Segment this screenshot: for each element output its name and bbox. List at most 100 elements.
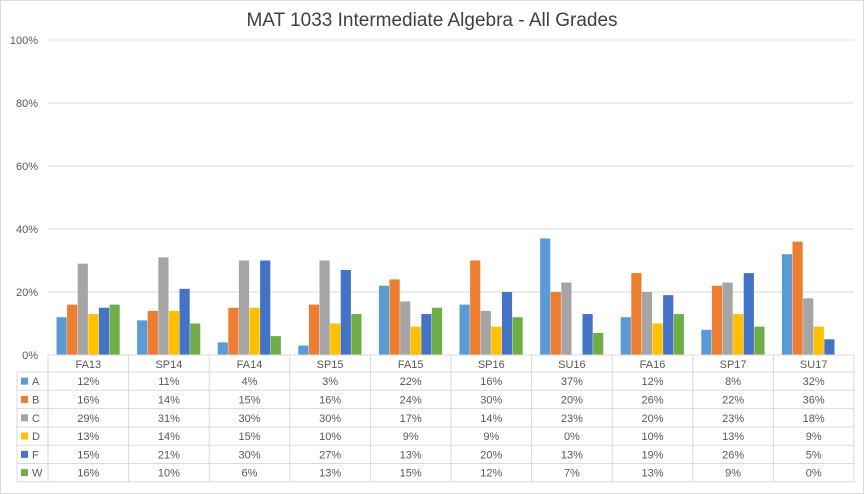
legend-label: C <box>32 413 40 425</box>
data-label: 21% <box>158 449 180 461</box>
data-label: 32% <box>803 376 825 388</box>
data-label: 15% <box>238 431 260 443</box>
data-label: 7% <box>564 468 580 480</box>
bar-a <box>781 254 793 355</box>
category-label: FA13 <box>75 359 101 371</box>
bar-c <box>238 260 250 355</box>
bar-d <box>813 326 824 355</box>
y-tick-label: 0% <box>22 350 38 362</box>
bar-d <box>652 323 663 355</box>
data-label: 5% <box>806 449 822 461</box>
bar-d <box>330 323 341 355</box>
bar-w <box>109 304 120 355</box>
bar-f <box>421 314 432 355</box>
data-label: 16% <box>319 394 341 406</box>
bar-w <box>754 326 765 355</box>
bar-a <box>378 285 390 355</box>
category-label: SU17 <box>800 359 828 371</box>
data-label: 20% <box>561 394 583 406</box>
bar-c <box>561 282 572 355</box>
legend-label: W <box>32 468 43 480</box>
data-label: 12% <box>480 468 502 480</box>
data-label: 14% <box>158 394 180 406</box>
bar-f <box>98 307 110 355</box>
data-label: 16% <box>77 468 99 480</box>
bar-b <box>550 292 561 355</box>
bar-a <box>620 317 631 355</box>
legend-key-d <box>21 432 28 440</box>
bar-d <box>168 310 180 355</box>
bar-b <box>470 260 481 355</box>
bar-d <box>491 326 502 355</box>
bar-f <box>501 292 513 355</box>
bar-w <box>673 314 684 355</box>
bar-c <box>480 310 491 355</box>
data-label: 31% <box>158 413 180 425</box>
bar-f <box>824 339 835 355</box>
y-tick-label: 40% <box>16 224 38 236</box>
data-label: 15% <box>238 394 260 406</box>
bar-f <box>340 269 351 355</box>
data-label: 27% <box>319 449 341 461</box>
legend-key-c <box>21 414 28 422</box>
bar-a <box>56 317 67 355</box>
data-label: 11% <box>158 376 179 388</box>
bar-a <box>459 304 470 355</box>
data-label: 13% <box>77 431 99 443</box>
category-label: SP16 <box>478 359 505 371</box>
data-label: 10% <box>158 468 180 480</box>
data-label: 13% <box>722 431 744 443</box>
data-label: 24% <box>400 394 422 406</box>
bar-d <box>733 314 744 355</box>
category-label: SP14 <box>155 359 182 371</box>
bar-b <box>631 273 642 355</box>
bar-a <box>540 238 551 355</box>
bar-d <box>249 307 260 355</box>
data-label: 18% <box>803 413 825 425</box>
data-label: 9% <box>806 431 822 443</box>
legend-key-f <box>21 450 28 458</box>
data-label: 0% <box>564 431 580 443</box>
bar-w <box>512 317 523 355</box>
data-label: 13% <box>400 449 422 461</box>
data-label: 13% <box>319 468 341 480</box>
data-label: 37% <box>561 376 583 388</box>
legend-label: D <box>32 431 40 443</box>
data-label: 16% <box>480 376 502 388</box>
bar-b <box>308 304 320 355</box>
data-label: 3% <box>322 376 338 388</box>
data-label: 30% <box>480 394 502 406</box>
bar-b <box>147 310 158 355</box>
data-label: 6% <box>242 468 258 480</box>
data-label: 19% <box>641 449 663 461</box>
category-label: FA14 <box>237 359 263 371</box>
category-label: FA16 <box>640 359 666 371</box>
bar-a <box>137 320 148 355</box>
data-label: 12% <box>641 376 663 388</box>
data-label: 23% <box>722 413 744 425</box>
legend-label: F <box>32 449 39 461</box>
data-label: 8% <box>725 376 741 388</box>
bar-f <box>743 273 754 355</box>
bar-d <box>410 326 421 355</box>
bar-a <box>298 345 309 355</box>
data-label: 22% <box>722 394 744 406</box>
bar-c <box>400 301 411 355</box>
legend-label: B <box>32 394 39 406</box>
bar-a <box>701 329 712 355</box>
bar-c <box>803 298 814 355</box>
category-label: SP17 <box>720 359 747 371</box>
bar-d <box>88 314 99 355</box>
bar-b <box>228 307 239 355</box>
data-label: 12% <box>77 376 99 388</box>
data-label: 17% <box>400 413 422 425</box>
y-tick-label: 80% <box>16 98 38 110</box>
data-label: 13% <box>641 468 663 480</box>
y-tick-label: 20% <box>16 287 38 299</box>
data-label: 36% <box>803 394 825 406</box>
category-label: FA15 <box>398 359 424 371</box>
bar-b <box>711 285 723 355</box>
bar-c <box>641 292 653 355</box>
category-label: SU16 <box>558 359 586 371</box>
